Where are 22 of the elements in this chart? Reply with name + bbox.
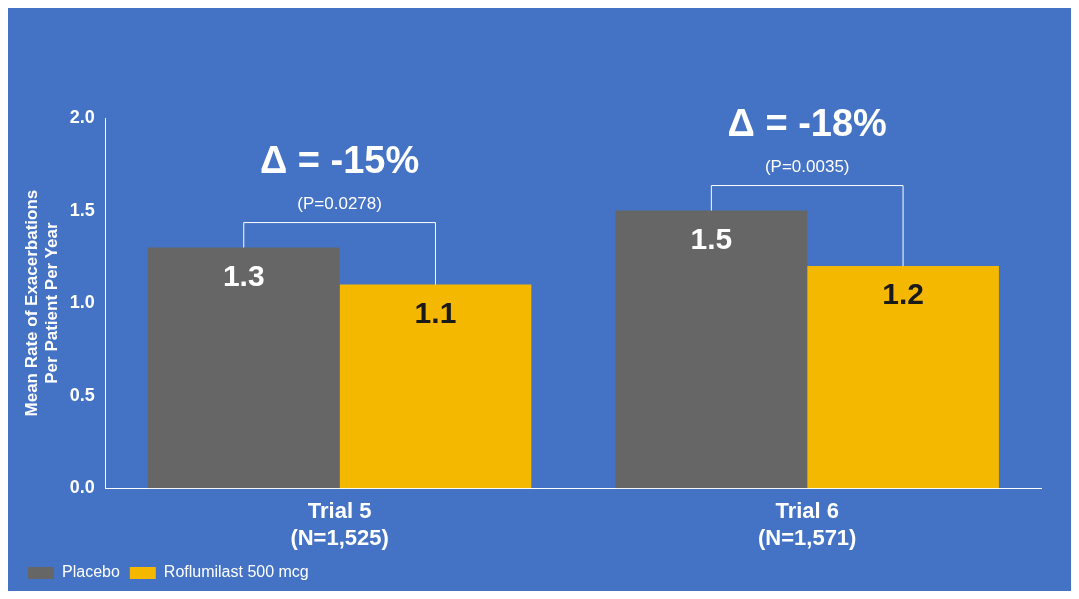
data-label: 1.5 — [690, 221, 733, 255]
y-tick-label: 0.5 — [69, 384, 95, 405]
x-tick-label: Trial 5 (N=1,525) — [290, 498, 389, 550]
y-tick-label: 2.0 — [69, 106, 95, 127]
legend-label: Placebo — [62, 563, 120, 581]
y-tick-label: 0.0 — [69, 477, 95, 498]
annotation: Δ = -15% — [259, 138, 420, 181]
y-tick-label: 1.5 — [69, 199, 95, 220]
data-label: 1.2 — [882, 277, 924, 311]
annotation: (P=0.0035) — [764, 156, 850, 176]
bar — [339, 284, 532, 489]
annotation: (P=0.0278) — [297, 193, 382, 213]
x-tick-label: Trial 6 (N=1,571) — [757, 498, 857, 550]
bar — [615, 210, 808, 489]
annotation: Δ = -18% — [727, 101, 887, 144]
legend-label: Roflumilast 500 mcg — [163, 563, 309, 581]
y-tick-label: 1.0 — [69, 292, 95, 313]
bar — [807, 266, 999, 489]
y-axis-title: Mean Rate of Exacerbations Per Patient Per Year — [21, 189, 62, 417]
data-label: 1.3 — [222, 258, 265, 292]
bar — [147, 247, 340, 489]
data-label: 1.1 — [414, 295, 457, 329]
